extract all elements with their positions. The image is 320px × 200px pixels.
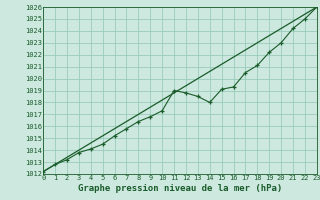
X-axis label: Graphe pression niveau de la mer (hPa): Graphe pression niveau de la mer (hPa) xyxy=(78,184,282,193)
